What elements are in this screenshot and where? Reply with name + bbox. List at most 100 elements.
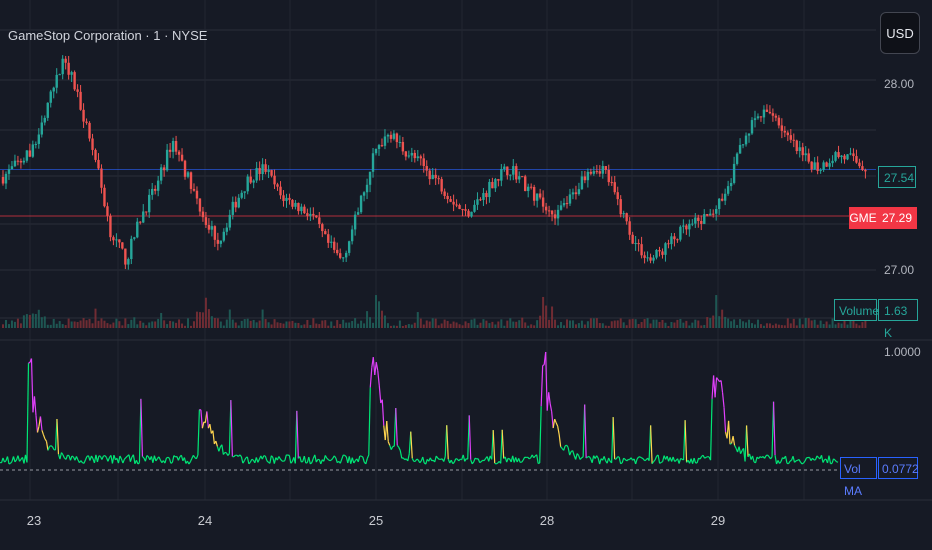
candle-body <box>192 188 196 191</box>
candle-body <box>455 204 458 206</box>
volume-bar <box>425 320 428 328</box>
vol-ma-segment <box>579 457 583 460</box>
volume-bar <box>395 325 398 328</box>
candle-body <box>807 153 810 162</box>
candle-body <box>204 217 208 225</box>
volume-bar <box>327 325 330 328</box>
volume-bar <box>181 323 184 328</box>
volume-bar <box>157 318 160 328</box>
candle-body <box>589 171 593 174</box>
candle-body <box>655 249 658 258</box>
candle-body <box>682 225 685 227</box>
candle-body <box>601 166 605 174</box>
vol-ma-segment <box>311 458 314 463</box>
vol-ma-segment <box>35 415 39 433</box>
vol-ma-segment <box>533 455 536 459</box>
candle-body <box>667 243 670 245</box>
currency-button[interactable]: USD <box>880 12 920 54</box>
vol-ma-segment <box>168 458 172 464</box>
vol-ma-segment <box>779 461 782 464</box>
volume-bars <box>2 295 867 328</box>
vol-ma-segment <box>42 434 46 440</box>
vol-ma-segment <box>242 460 245 464</box>
vol-ma-segment <box>474 457 478 460</box>
vol-ma-segment <box>377 370 380 386</box>
vol-ma-segment <box>353 460 356 464</box>
volume-bar <box>61 324 64 328</box>
candle-body <box>234 201 237 208</box>
symbol-title[interactable]: GameStop Corporation · 1 · NYSE <box>8 28 208 43</box>
volume-bar <box>700 325 703 328</box>
volume-bar <box>303 324 306 328</box>
vol-ma-segment <box>323 455 326 462</box>
vol-ma-segment <box>351 457 355 464</box>
vol-ma-segment <box>62 454 66 459</box>
vol-ma-segment <box>470 459 473 465</box>
vol-ma-segment <box>135 460 139 465</box>
volume-bar <box>431 318 434 328</box>
volume-bar <box>267 322 270 328</box>
volume-bar <box>94 308 97 328</box>
candle-body <box>470 211 473 217</box>
vol-ma-segment <box>784 455 788 464</box>
candle-body <box>828 163 831 167</box>
vol-ma-segment <box>758 456 761 460</box>
vol-ma-segment <box>654 455 658 461</box>
candle-body <box>410 152 414 156</box>
volume-bar <box>192 321 195 328</box>
vol-ma-segment <box>780 457 784 462</box>
vol-ma-segment <box>246 456 250 465</box>
candle-body <box>685 225 688 230</box>
volume-bar <box>184 325 187 328</box>
time-tick-label: 29 <box>710 513 726 528</box>
volume-bar <box>861 322 864 328</box>
candle-body <box>714 209 718 214</box>
vol-ma-segment <box>536 454 539 464</box>
vol-ma-segment <box>714 377 718 398</box>
volume-bar <box>103 320 106 328</box>
vol-ma-segment <box>170 461 173 464</box>
volume-bar <box>76 322 79 328</box>
candle-body <box>243 191 246 193</box>
vol-ma-segment <box>123 457 127 460</box>
candle-body <box>404 151 408 157</box>
volume-bar <box>580 320 583 328</box>
volume-bar <box>476 324 479 328</box>
vol-ma-segment <box>308 456 311 465</box>
volume-bar <box>163 320 166 328</box>
candle-body <box>637 243 640 245</box>
volume-bar <box>467 323 470 328</box>
vol-ma-segment <box>635 458 638 465</box>
candle-body <box>52 87 55 92</box>
volume-bar <box>37 309 40 328</box>
candle-body <box>28 150 32 157</box>
candle-body <box>228 214 231 228</box>
vol-ma-segment <box>222 452 226 455</box>
vol-ma-segment <box>458 458 461 462</box>
volume-bar <box>694 319 697 328</box>
candle-body <box>73 72 76 90</box>
candle-body <box>476 199 479 205</box>
volume-bar <box>786 318 789 328</box>
vol-ma-segment <box>545 351 548 411</box>
volume-bar <box>243 319 246 328</box>
vol-ma-segment <box>357 455 361 462</box>
vol-ma-segment <box>453 458 457 463</box>
candle-body <box>783 130 787 133</box>
volume-bar <box>503 325 506 328</box>
vol-ma-segment <box>546 392 550 411</box>
vol-ma-segment <box>167 456 170 459</box>
candle-body <box>819 169 822 171</box>
candle-body <box>735 153 739 164</box>
candle-body <box>222 231 226 241</box>
candle-body <box>598 171 602 174</box>
volume-bar <box>527 325 530 328</box>
volume-bar <box>55 323 58 328</box>
last-price-badge: 27.54 <box>878 166 916 188</box>
vol-ma-segment <box>464 458 467 462</box>
vol-ma-segment <box>221 444 224 455</box>
vol-ma-segment <box>506 458 509 463</box>
candle-body <box>97 159 100 169</box>
volume-bar <box>751 323 754 328</box>
